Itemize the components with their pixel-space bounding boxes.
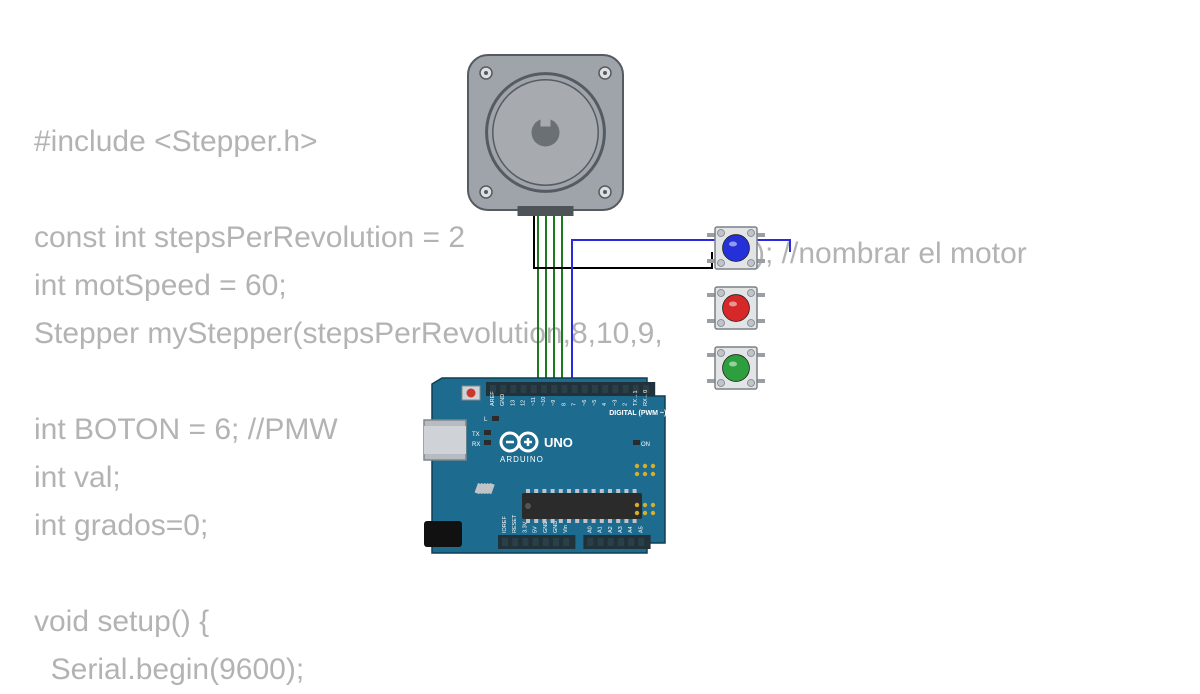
push-button-green [707, 347, 765, 389]
stepper-motor [468, 55, 623, 216]
svg-text:ON: ON [641, 442, 650, 448]
circuit-diagram: ); //nombrar el motor AREF GND 13 12 ~11 ~10 ~… [0, 0, 1200, 630]
svg-text:RX: RX [472, 442, 480, 448]
svg-text:~3: ~3 [612, 400, 618, 406]
svg-text:8: 8 [561, 403, 567, 406]
svg-text:GND: GND [500, 394, 506, 406]
push-button-red [707, 287, 765, 329]
svg-text:13: 13 [510, 400, 516, 406]
code-line: Serial.begin(9600); [34, 653, 304, 686]
svg-text:DIGITAL (PWM ~): DIGITAL (PWM ~) [609, 410, 666, 417]
svg-text:7: 7 [572, 403, 578, 406]
svg-text:4: 4 [602, 403, 608, 406]
push-button-blue [707, 227, 765, 269]
svg-text:RESET: RESET [512, 514, 518, 533]
push-buttons-group [707, 227, 765, 389]
svg-text:TX: TX [472, 432, 480, 438]
svg-text:RX←0: RX←0 [643, 390, 649, 406]
svg-text:12: 12 [521, 400, 527, 406]
code-line-continuation: ); //nombrar el motor [755, 237, 1027, 270]
svg-text:A4: A4 [628, 526, 634, 533]
svg-text:IOREF: IOREF [502, 516, 508, 533]
svg-text:A3: A3 [618, 526, 624, 533]
svg-text:AREF: AREF [490, 391, 496, 406]
svg-text:~9: ~9 [551, 400, 557, 406]
svg-text:~10: ~10 [541, 397, 547, 406]
svg-text:A0: A0 [587, 526, 593, 533]
svg-text:~6: ~6 [582, 400, 588, 406]
svg-text:TX→1: TX→1 [633, 390, 639, 406]
svg-text:A5: A5 [638, 526, 644, 533]
svg-text:3.3V: 3.3V [522, 521, 528, 533]
svg-text:UNO: UNO [544, 435, 573, 450]
svg-text:~5: ~5 [592, 400, 598, 406]
arduino-uno-board: AREF GND 13 12 ~11 ~10 ~9 8 7 ~6 ~5 4 ~3 2 TX→1 RX←0 DIG… [424, 378, 666, 553]
svg-text:A2: A2 [608, 526, 614, 533]
svg-text:ARDUINO: ARDUINO [500, 455, 544, 464]
svg-text:2: 2 [623, 403, 629, 406]
svg-text:5V: 5V [533, 526, 539, 533]
svg-text:~11: ~11 [531, 397, 537, 406]
svg-text:Vin: Vin [563, 525, 569, 533]
svg-text:A1: A1 [598, 526, 604, 533]
